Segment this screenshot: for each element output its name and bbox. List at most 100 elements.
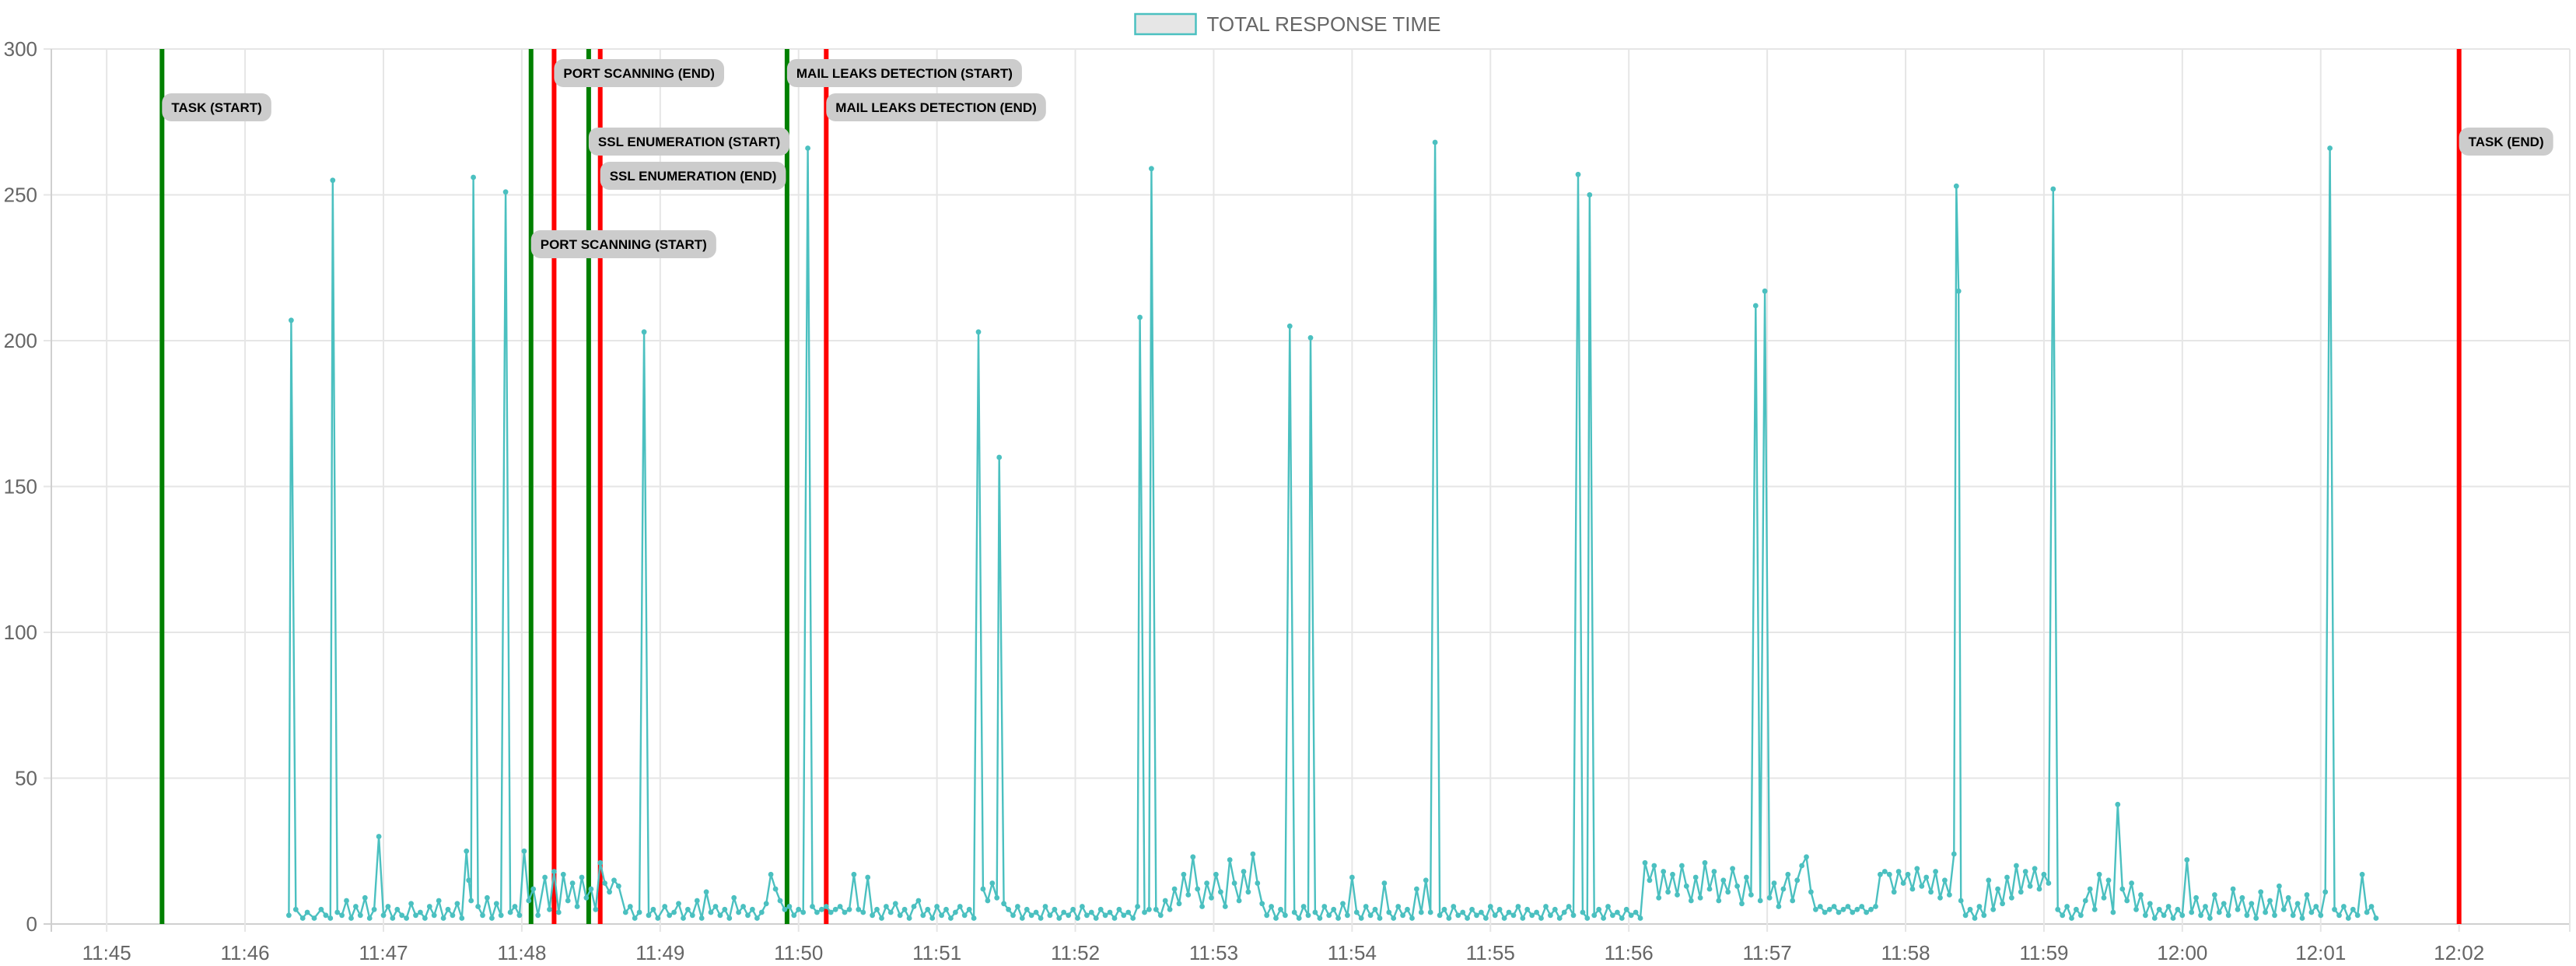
data-point — [339, 912, 345, 919]
data-point — [1900, 880, 1906, 886]
data-point — [1381, 880, 1388, 886]
data-point — [1028, 912, 1034, 919]
data-point — [574, 904, 580, 909]
data-point — [1142, 909, 1147, 915]
data-point — [588, 886, 594, 892]
data-point — [2036, 886, 2042, 892]
data-point — [2151, 915, 2158, 921]
data-point — [2147, 901, 2153, 907]
x-tick-label: 11:59 — [2019, 941, 2068, 964]
data-point — [1019, 915, 1025, 921]
data-point — [636, 909, 642, 915]
data-point — [2189, 909, 2195, 915]
x-tick-label: 11:48 — [497, 941, 546, 964]
data-point — [703, 889, 709, 895]
y-tick-label: 250 — [4, 184, 37, 207]
data-point — [1986, 877, 1992, 884]
data-point — [565, 898, 571, 904]
data-point — [1520, 915, 1526, 921]
data-point — [1052, 906, 1058, 912]
legend[interactable]: TOTAL RESPONSE TIME — [1134, 12, 1441, 36]
data-point — [1317, 915, 1323, 921]
data-point — [2359, 871, 2365, 877]
data-point — [2277, 883, 2282, 889]
data-point — [1291, 909, 1297, 915]
data-point — [431, 912, 437, 919]
data-point — [1199, 904, 1205, 909]
data-point — [1367, 912, 1374, 919]
data-point — [708, 909, 714, 915]
data-point — [344, 898, 349, 904]
annotation-label-bg — [588, 128, 790, 156]
data-point — [376, 834, 382, 839]
data-point — [2221, 901, 2227, 907]
data-point — [1167, 906, 1173, 912]
data-point — [512, 904, 518, 909]
data-point — [837, 904, 843, 909]
data-point — [2161, 912, 2167, 919]
data-point — [485, 894, 490, 901]
data-point — [2143, 912, 2148, 919]
data-point — [1552, 906, 1558, 912]
data-point — [1455, 912, 1461, 919]
data-point — [856, 906, 862, 912]
data-point — [627, 904, 633, 909]
data-point — [2165, 904, 2172, 909]
data-point — [1813, 906, 1818, 912]
data-point — [1596, 906, 1602, 912]
data-point — [1469, 906, 1475, 912]
data-point — [1157, 912, 1164, 919]
annotation-ssl-enumeration-end: SSL ENUMERATION (END) — [600, 162, 786, 190]
data-point — [1670, 871, 1675, 877]
data-point — [2156, 906, 2162, 912]
data-point — [768, 871, 774, 877]
data-point — [1245, 889, 1251, 895]
data-point — [1642, 859, 1648, 866]
data-point — [502, 189, 509, 195]
data-point — [1692, 874, 1699, 880]
data-point — [667, 912, 673, 919]
data-point — [551, 869, 557, 874]
data-point — [2341, 904, 2347, 909]
data-point — [2009, 894, 2014, 901]
data-point — [2263, 909, 2269, 915]
data-point — [1255, 880, 1261, 886]
legend-swatch[interactable] — [1134, 12, 1197, 36]
data-point — [1878, 871, 1883, 877]
data-point — [1093, 915, 1099, 921]
data-point — [1075, 915, 1080, 921]
data-point — [2350, 906, 2356, 912]
data-point — [2212, 892, 2217, 898]
data-point — [516, 912, 523, 919]
data-point — [1479, 909, 1484, 915]
data-point — [1496, 906, 1503, 912]
data-point — [1822, 909, 1828, 915]
data-point — [385, 904, 391, 909]
data-point — [1739, 901, 1745, 907]
data-point — [1981, 912, 1987, 919]
data-point — [1958, 898, 1964, 904]
data-point — [1441, 906, 1447, 912]
data-point — [953, 909, 958, 915]
data-point — [1881, 869, 1888, 874]
data-point — [1587, 192, 1593, 198]
data-point — [819, 906, 824, 912]
data-point — [2332, 906, 2337, 912]
data-point — [1633, 909, 1639, 915]
x-tick-label: 11:46 — [221, 941, 270, 964]
annotation-task-end: TASK (END) — [2459, 128, 2553, 156]
data-point — [2249, 901, 2255, 907]
data-point — [468, 898, 474, 904]
data-point — [925, 906, 931, 912]
data-point — [1914, 866, 1920, 872]
data-point — [1711, 869, 1717, 874]
data-point — [966, 906, 972, 912]
data-point — [1042, 904, 1048, 909]
data-point — [1241, 869, 1247, 874]
data-point — [436, 898, 442, 904]
data-point — [1967, 906, 1973, 912]
data-point — [1575, 171, 1581, 177]
data-point — [694, 898, 700, 904]
